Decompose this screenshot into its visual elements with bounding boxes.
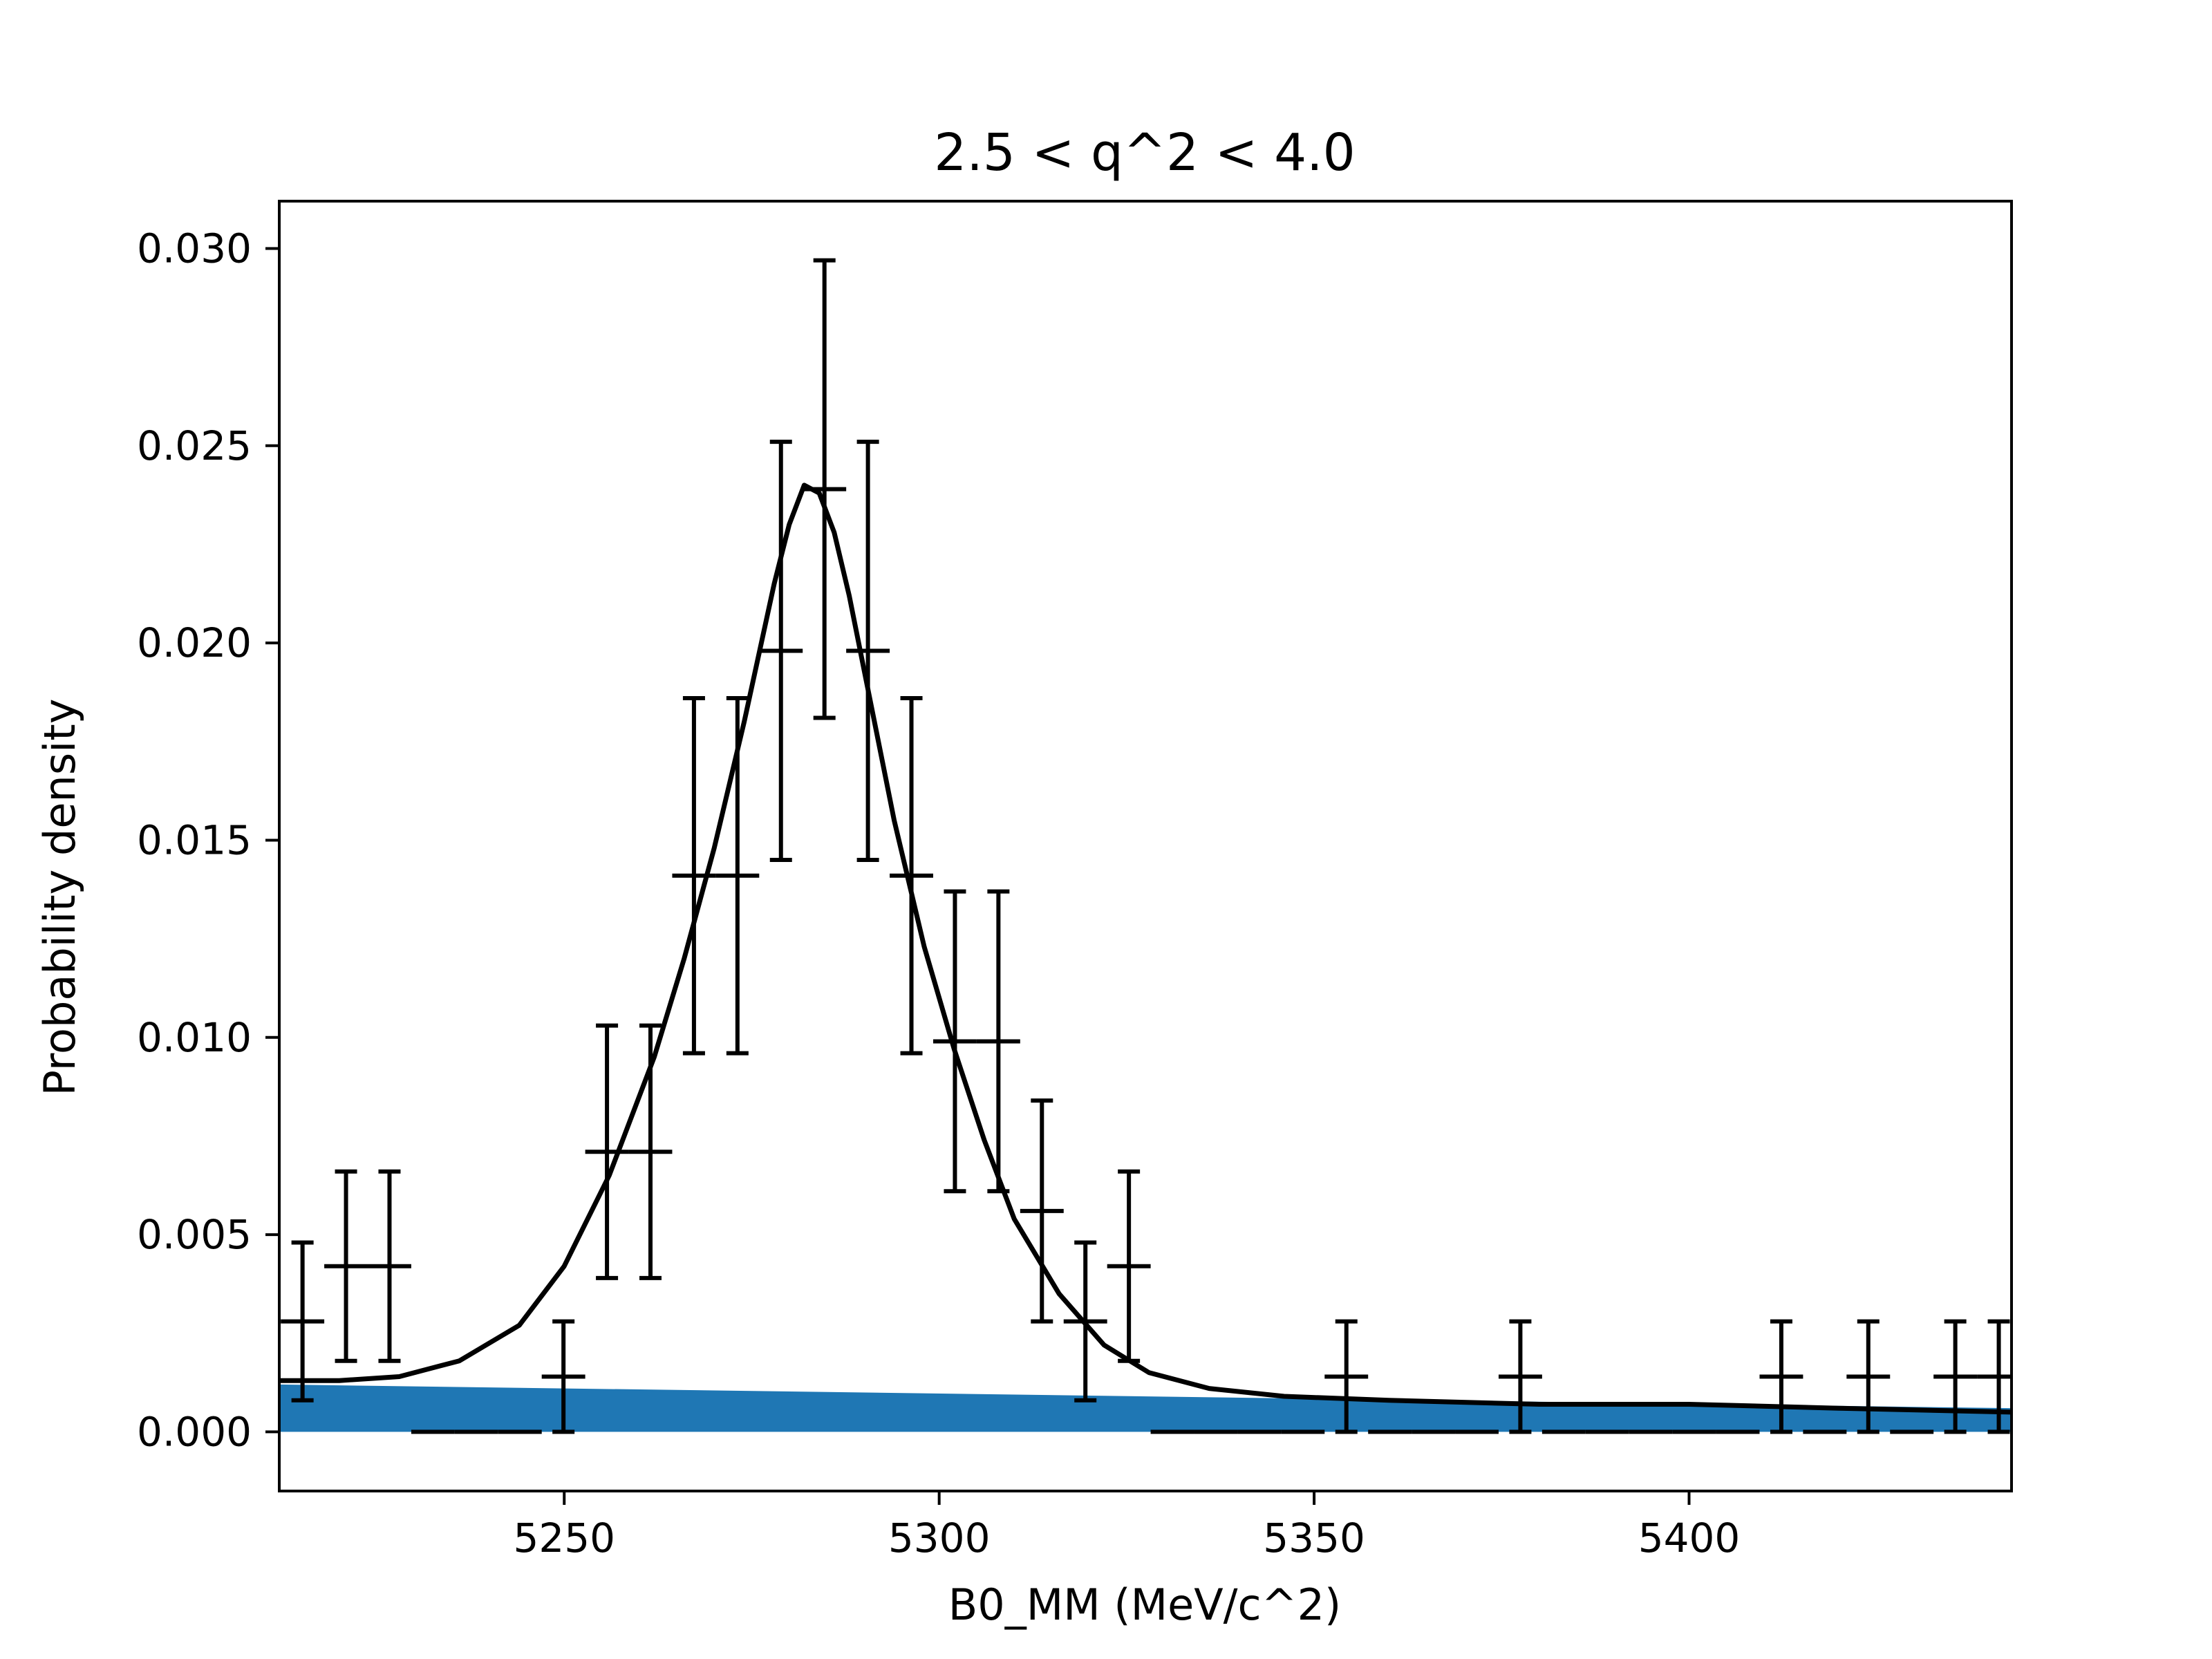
chart-title: 2.5 < q^2 < 4.0 [934, 123, 1356, 182]
data-point [1107, 1169, 1151, 1363]
x-tick-label: 5300 [888, 1515, 991, 1562]
data-point [932, 889, 977, 1194]
data-point [368, 1169, 411, 1363]
y-tick-label: 0.025 [137, 422, 252, 469]
fit-curve [279, 482, 2012, 1415]
x-tick-label: 5350 [1263, 1515, 1365, 1562]
data-point [715, 696, 760, 1056]
data-point [1846, 1319, 1891, 1434]
data-point [672, 696, 716, 1056]
y-axis-label: Probability density [35, 699, 85, 1096]
data-point [585, 1023, 629, 1280]
data-point [759, 440, 803, 862]
data-point [1498, 1319, 1542, 1434]
data-point [1324, 1319, 1369, 1434]
plot-frame [278, 200, 2013, 1492]
x-axis-label: B0_MM (MeV/c^2) [948, 1580, 1341, 1630]
data-point [803, 258, 847, 720]
data-point [1020, 1098, 1064, 1324]
y-tick-label: 0.015 [137, 816, 252, 863]
data-point [324, 1169, 368, 1363]
data-point [1977, 1319, 2012, 1434]
data-point [281, 1240, 325, 1403]
y-tick-label: 0.005 [137, 1211, 252, 1258]
background-area [279, 1384, 2012, 1432]
y-tick-label: 0.020 [137, 619, 252, 666]
data-point [541, 1319, 585, 1434]
data-point [976, 889, 1020, 1194]
data-point [1933, 1319, 1978, 1434]
x-tick-label: 5250 [513, 1515, 615, 1562]
data-point [846, 440, 890, 862]
data-point [1063, 1240, 1107, 1403]
x-tick-label: 5400 [1638, 1515, 1741, 1562]
y-tick-label: 0.030 [137, 225, 252, 272]
plot-area: 5250 5300 5350 5400 0.000 0.005 0.010 0.015 0.02… [137, 200, 2013, 1562]
data-point [628, 1023, 673, 1280]
data-point [1759, 1319, 1803, 1434]
y-tick-label: 0.000 [137, 1408, 252, 1455]
y-tick-label: 0.010 [137, 1014, 252, 1061]
data-point [890, 696, 933, 1056]
